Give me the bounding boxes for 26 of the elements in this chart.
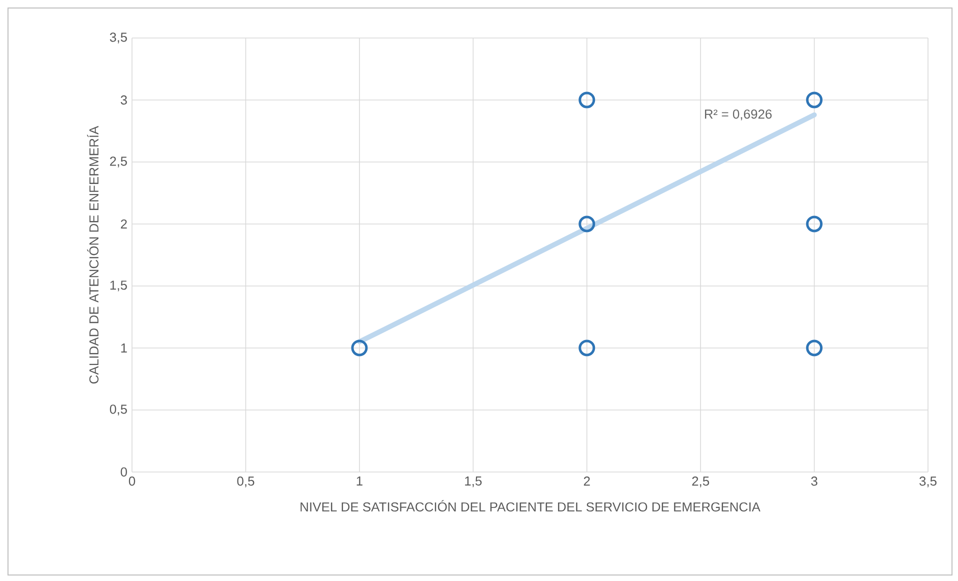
- point: [806, 340, 823, 356]
- y-tick-label: 3,5: [110, 32, 127, 44]
- x-tick-label: 1,5: [465, 476, 482, 488]
- point: [578, 216, 596, 232]
- y-axis-title: CALIDAD DE ATENCIÓN DE ENFERMERÍA: [87, 126, 99, 384]
- x-tick-label: 0: [128, 476, 136, 486]
- x-tick-label: 3,5: [919, 476, 937, 488]
- x-tick-label: 1: [356, 476, 362, 486]
- point: [578, 92, 596, 108]
- y-tick-label: 0,5: [110, 404, 127, 416]
- point: [806, 92, 823, 108]
- point: [806, 216, 823, 232]
- y-tick-label: 1,5: [110, 280, 127, 292]
- y-tick-label: 2,5: [110, 156, 127, 168]
- x-tick-label: 3: [811, 476, 818, 486]
- point: [578, 340, 596, 356]
- y-tick-label: 3: [120, 95, 127, 105]
- x-tick-label: 2,5: [692, 476, 710, 488]
- y-tick-label: 0: [120, 467, 127, 477]
- x-tick-label: 0,5: [237, 476, 254, 488]
- y-tick-label: 2: [120, 219, 127, 229]
- annotation: R² = 0,6926: [705, 110, 772, 120]
- x-axis-title: NIVEL DE SATISFACCIÓN DEL PACIENTE DEL SERVICIO DE EMERGENCIA: [300, 500, 760, 512]
- point: [351, 340, 368, 356]
- x-tick-label: 2: [584, 476, 590, 486]
- y-tick-label: 1: [121, 344, 127, 352]
